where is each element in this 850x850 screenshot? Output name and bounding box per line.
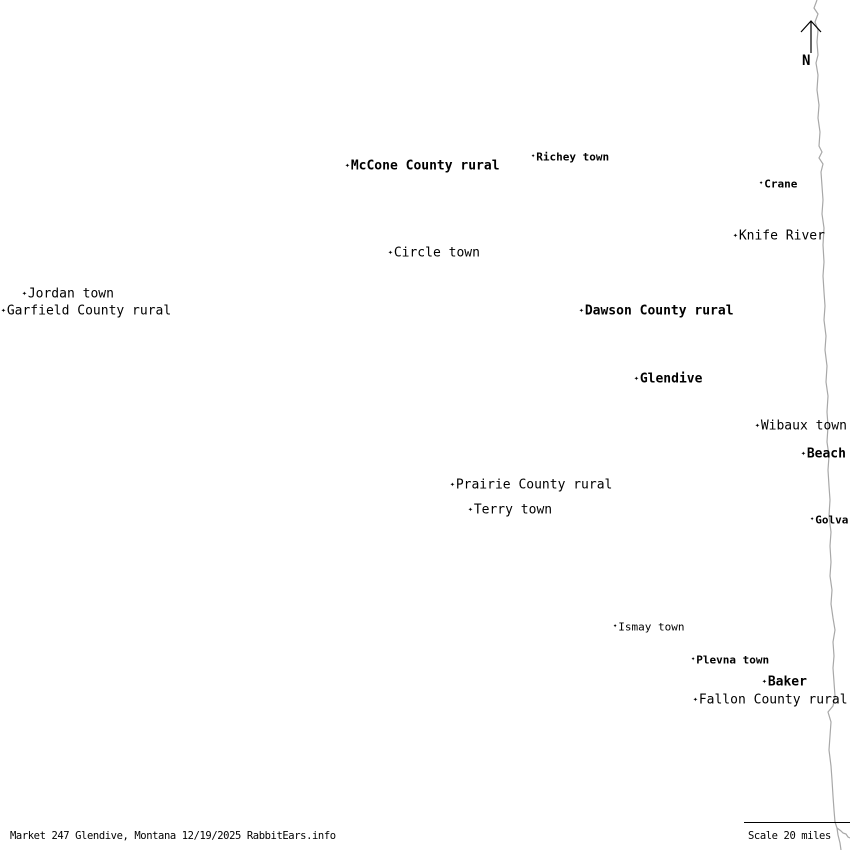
place-marker-icon: ✦ [579, 305, 584, 314]
map-label-dawson-county-rural: ✦ Dawson County rural [579, 305, 734, 318]
map-label-circle-town: ✦ Circle town [388, 247, 480, 260]
map-credit-text: Market 247 Glendive, Montana 12/19/2025 … [10, 830, 336, 842]
place-label: Fallon County rural [698, 692, 848, 708]
place-marker-icon: ✦ [759, 178, 764, 187]
place-marker-icon: ✦ [450, 479, 455, 488]
north-arrow-icon [800, 20, 822, 53]
map-label-golva: ✦ Golva [810, 515, 848, 526]
map-label-garfield-county-rural: ✦ Garfield County rural [1, 305, 171, 318]
place-marker-icon: ✦ [388, 247, 393, 256]
place-label: Circle town [393, 245, 480, 261]
place-marker-icon: ✦ [634, 373, 639, 382]
map-label-jordan-town: ✦ Jordan town [22, 288, 114, 301]
place-marker-icon: ✦ [345, 160, 350, 169]
place-label: Crane [764, 177, 798, 191]
place-marker-icon: ✦ [733, 230, 738, 239]
place-label: Dawson County rural [584, 303, 734, 319]
map-label-ismay-town: ✦ Ismay town [613, 622, 684, 633]
map-label-crane: ✦ Crane [759, 179, 797, 190]
place-label: Ismay town [618, 620, 685, 634]
place-marker-icon: ✦ [801, 448, 806, 457]
place-label: Plevna town [696, 653, 770, 667]
place-label: Glendive [639, 371, 703, 387]
map-label-glendive: ✦ Glendive [634, 373, 702, 386]
map-label-beach: ✦ Beach [801, 448, 846, 461]
map-label-wibaux-town: ✦ Wibaux town [755, 420, 847, 433]
place-marker-icon: ✦ [613, 621, 618, 630]
place-label: Golva [815, 513, 849, 527]
place-label: Richey town [536, 150, 610, 164]
place-label: Beach [806, 446, 846, 462]
state-border-branch-line [836, 827, 850, 839]
map-label-mccone-county-rural: ✦ McCone County rural [345, 160, 500, 173]
place-label: Prairie County rural [455, 477, 613, 493]
place-marker-icon: ✦ [531, 151, 536, 160]
compass-north-label: N [802, 53, 811, 69]
map-label-fallon-county-rural: ✦ Fallon County rural [693, 694, 848, 707]
place-marker-icon: ✦ [1, 305, 6, 314]
place-marker-icon: ✦ [762, 676, 767, 685]
place-label: Terry town [473, 502, 553, 518]
map-label-baker: ✦ Baker [762, 676, 807, 689]
place-marker-icon: ✦ [22, 288, 27, 297]
scale-label: Scale 20 miles [748, 830, 831, 842]
place-label: Jordan town [27, 286, 114, 302]
place-marker-icon: ✦ [468, 504, 473, 513]
place-marker-icon: ✦ [810, 514, 815, 523]
map-label-knife-river: ✦ Knife River [733, 230, 825, 243]
place-label: Garfield County rural [6, 303, 172, 319]
place-label: Wibaux town [760, 418, 847, 434]
map-label-plevna-town: ✦ Plevna town [691, 655, 769, 666]
place-marker-icon: ✦ [755, 420, 760, 429]
map-label-prairie-county-rural: ✦ Prairie County rural [450, 479, 612, 492]
map-label-terry-town: ✦ Terry town [468, 504, 552, 517]
place-label: Baker [767, 674, 807, 690]
place-marker-icon: ✦ [691, 654, 696, 663]
map-label-richey-town: ✦ Richey town [531, 152, 609, 163]
place-marker-icon: ✦ [693, 694, 698, 703]
place-label: McCone County rural [350, 158, 500, 174]
place-label: Knife River [738, 228, 825, 244]
